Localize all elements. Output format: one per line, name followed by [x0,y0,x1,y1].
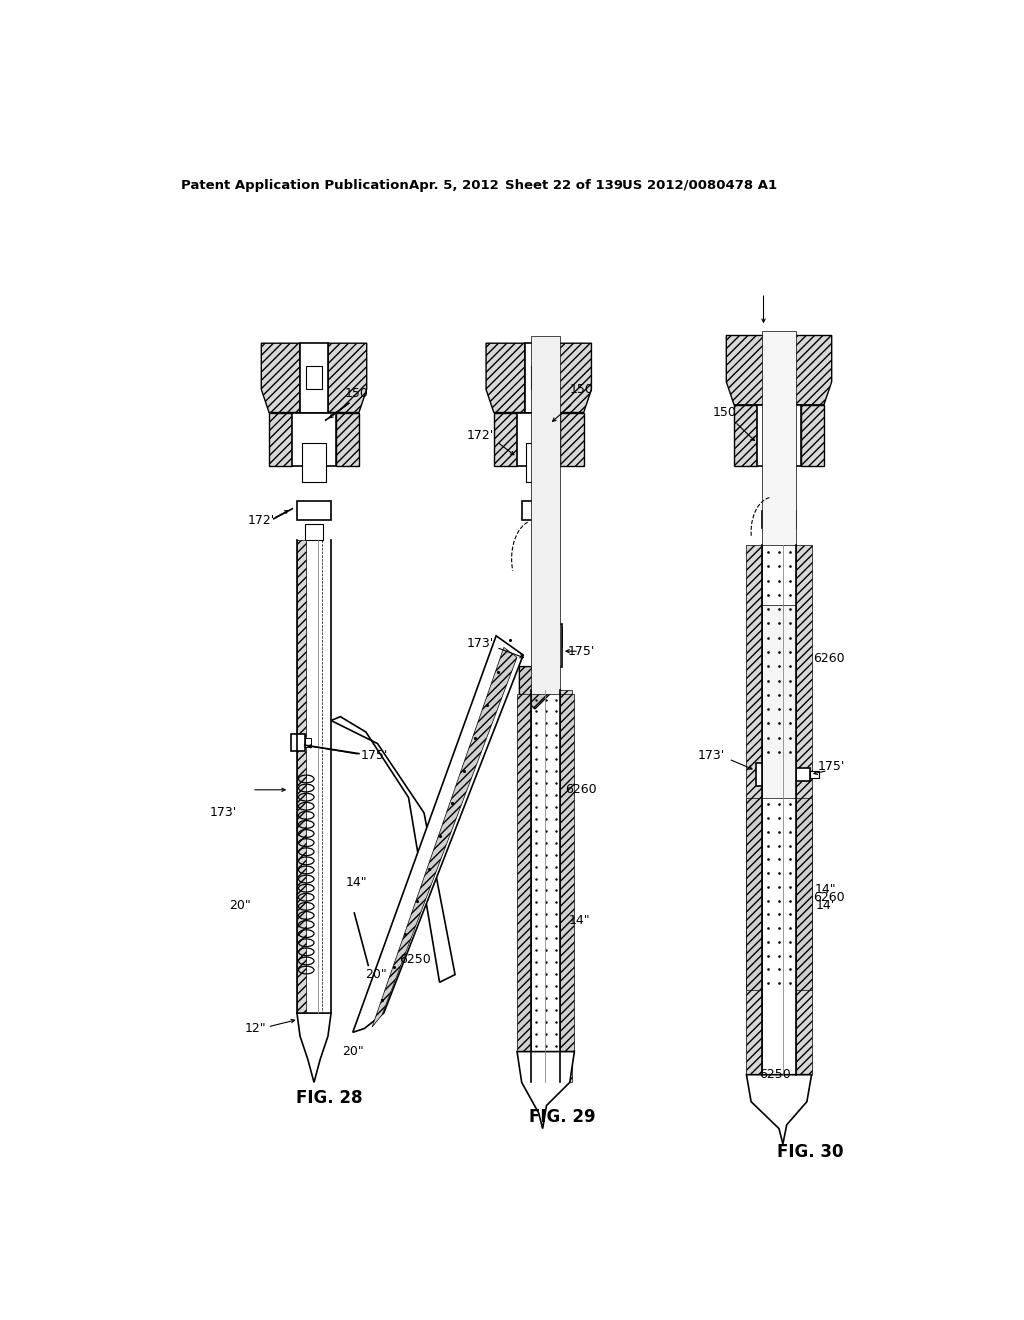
Text: 175': 175' [360,748,388,762]
Text: 6260: 6260 [813,652,845,665]
Polygon shape [746,1074,812,1144]
Polygon shape [793,335,831,405]
Text: 172': 172' [467,429,495,442]
Bar [765,335,793,405]
Text: 172': 172' [248,513,274,527]
Bar [758,405,801,466]
Bar [526,444,551,482]
Text: 12": 12" [245,1022,266,1035]
Text: 175': 175' [818,760,846,774]
Bar [767,444,792,486]
Polygon shape [746,545,762,1074]
Bar [756,763,773,785]
Bar [521,502,556,520]
Bar [302,444,327,482]
Bar [810,771,819,779]
Text: 6250: 6250 [759,1068,791,1081]
Bar [517,413,560,466]
Polygon shape [328,343,367,412]
Polygon shape [269,412,292,466]
Polygon shape [372,647,517,1027]
Polygon shape [517,1052,574,1129]
Polygon shape [734,405,758,466]
Polygon shape [746,797,762,990]
Text: 14": 14" [815,883,837,896]
Polygon shape [494,412,517,466]
Polygon shape [801,405,824,466]
Bar [535,628,562,647]
Bar [300,343,328,412]
Polygon shape [726,335,765,405]
Text: 20": 20" [229,899,251,912]
Bar [297,502,331,520]
Text: 6250: 6250 [399,953,431,966]
Bar [531,335,560,693]
Text: Apr. 5, 2012: Apr. 5, 2012 [409,178,499,191]
Text: 14": 14" [346,875,368,888]
Bar [291,734,305,751]
Text: US 2012/0080478 A1: US 2012/0080478 A1 [622,178,777,191]
Bar [796,768,810,780]
Polygon shape [352,636,523,1032]
Bar [531,367,547,389]
Text: 6260: 6260 [565,783,597,796]
Polygon shape [560,412,584,466]
Polygon shape [519,667,550,709]
Bar [762,511,796,528]
Polygon shape [297,540,306,1014]
Bar [762,605,796,797]
Bar [524,343,553,412]
Polygon shape [553,343,592,412]
Text: 150: 150 [713,407,736,418]
Text: 150: 150 [345,387,369,400]
Bar [305,524,324,540]
Text: FIG. 29: FIG. 29 [528,1107,595,1126]
Text: 150: 150 [569,383,593,396]
Text: FIG. 30: FIG. 30 [777,1143,843,1160]
Bar [771,359,786,381]
Polygon shape [796,545,812,1074]
Text: 175': 175' [567,644,595,657]
Text: 173': 173' [697,748,724,762]
Text: 173': 173' [209,807,237,820]
Text: 20": 20" [366,968,387,981]
Text: 14': 14' [816,899,836,912]
Polygon shape [486,343,524,412]
Polygon shape [297,1014,331,1082]
Text: 6260: 6260 [813,891,845,904]
Polygon shape [560,693,574,1052]
Bar [773,767,796,781]
Bar [306,367,322,389]
Text: Patent Application Publication: Patent Application Publication [180,178,409,191]
Polygon shape [336,412,359,466]
Text: FIG. 28: FIG. 28 [296,1089,362,1106]
Bar [305,738,311,747]
Text: 20": 20" [342,1045,364,1059]
Text: 14": 14" [568,915,590,927]
Polygon shape [560,689,572,1082]
Polygon shape [261,343,300,412]
Polygon shape [796,797,812,990]
Bar [762,331,796,545]
Text: 173': 173' [467,638,495,649]
Polygon shape [517,693,531,1052]
Polygon shape [331,717,455,982]
Text: Sheet 22 of 139: Sheet 22 of 139 [505,178,623,191]
Bar [292,413,336,466]
Bar [547,624,562,667]
